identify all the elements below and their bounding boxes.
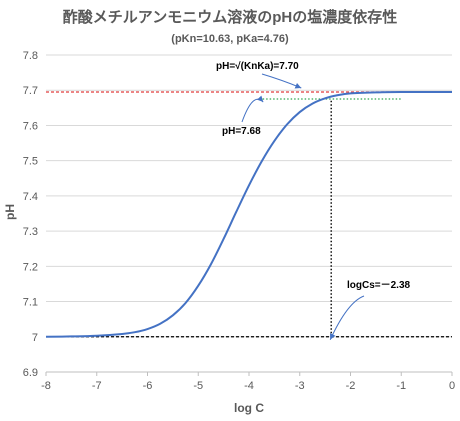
y-tick-label: 7.5	[23, 156, 38, 168]
y-tick-label: 7.7	[23, 85, 38, 97]
chart-title: 酢酸メチルアンモニウム溶液のpHの塩濃度依存性	[63, 8, 397, 26]
y-tick-label: 7	[32, 332, 38, 344]
y-tick-label: 7.4	[23, 191, 38, 203]
annotations: pH=√(KnKa)=7.70 pH=7.68 logCs=－2.38	[216, 61, 411, 340]
reference-lines	[46, 91, 452, 338]
annotation-label: logCs=－2.38	[347, 280, 411, 291]
x-tick-label: 0	[449, 380, 455, 392]
x-tick-label: -6	[143, 380, 153, 392]
annotation-label: pH=√(KnKa)=7.70	[216, 61, 299, 72]
chart-subtitle: (pKn=10.63, pKa=4.76)	[171, 33, 289, 45]
x-tick-label: -4	[244, 380, 254, 392]
series-line	[45, 90, 452, 338]
y-tick-label: 7.6	[23, 120, 38, 132]
annotation-arrow	[329, 295, 365, 340]
annotation-label: pH=7.68	[222, 126, 261, 137]
y-tick-label: 7.1	[23, 297, 38, 309]
x-tick-label: -5	[193, 380, 203, 392]
annotation-arrow	[261, 73, 302, 89]
axes: 6.9 7 7.1 7.2 7.3 7.4 7.5 7.6 7.7 7.8 -8 -7 -6 -5 -4 -3…	[23, 50, 455, 392]
x-tick-label: -1	[396, 380, 406, 392]
x-tick-label: -8	[41, 380, 51, 392]
y-tick-label: 7.8	[23, 50, 38, 62]
annotation-arrow	[241, 95, 264, 123]
grid	[46, 54, 452, 373]
y-tick-label: 7.3	[23, 226, 38, 238]
x-tick-label: -7	[92, 380, 102, 392]
series	[45, 90, 452, 338]
y-tick-label: 7.2	[23, 261, 38, 273]
x-axis-label: log C	[234, 401, 264, 415]
x-tick-label: -2	[346, 380, 356, 392]
y-tick-label: 6.9	[23, 367, 38, 379]
x-tick-label: -3	[295, 380, 305, 392]
y-axis-label: pH	[3, 204, 17, 220]
